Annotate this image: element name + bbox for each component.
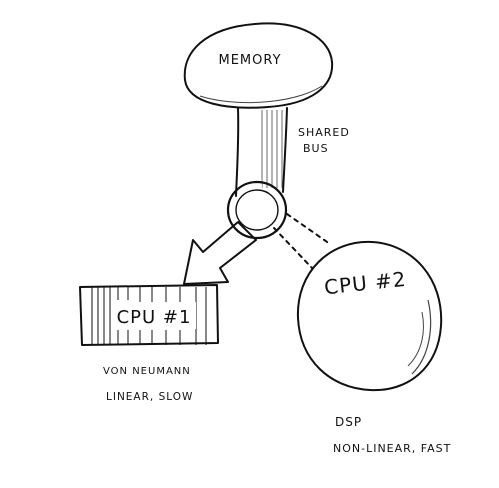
shared-bus-label-line2: BUS: [303, 142, 329, 155]
cpu2-caption-line2: NON-LINEAR, FAST: [333, 442, 451, 455]
bus-to-cpu1-arrow: [183, 221, 257, 285]
memory-label: MEMORY: [218, 53, 281, 68]
cpu2-node: CPU #2 DSP NON-LINEAR, FAST: [296, 240, 451, 455]
memory-node: MEMORY: [183, 22, 334, 109]
cpu1-node: CPU #1 VON NEUMANN LINEAR, SLOW: [79, 284, 219, 403]
cpu1-caption-line2: LINEAR, SLOW: [106, 391, 193, 403]
shared-bus-label-line1: SHARED: [298, 126, 350, 139]
cpu1-caption-line1: VON NEUMANN: [103, 366, 191, 377]
bus-to-cpu2-link: [273, 213, 331, 269]
cpu1-label: CPU #1: [117, 307, 192, 328]
cpu2-caption-line1: DSP: [335, 415, 362, 429]
cpu2-label: CPU #2: [323, 267, 408, 299]
shared-bus: SHARED BUS: [226, 107, 350, 240]
